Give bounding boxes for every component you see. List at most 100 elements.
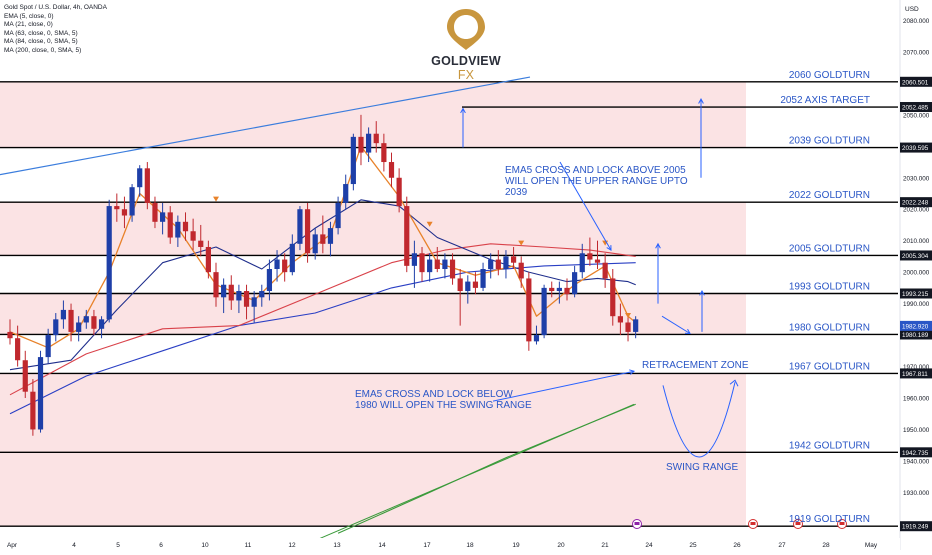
candle[interactable] <box>37 357 44 430</box>
candle[interactable] <box>472 281 479 288</box>
candle[interactable] <box>266 269 273 292</box>
ma63-line[interactable] <box>9 243 636 396</box>
candle[interactable] <box>480 269 486 288</box>
candle[interactable] <box>526 278 532 342</box>
axis-unit-label: USD <box>905 6 919 13</box>
candle[interactable] <box>564 287 570 295</box>
candle[interactable] <box>198 240 204 247</box>
candle[interactable] <box>343 184 349 203</box>
price-axis[interactable] <box>900 0 932 550</box>
candle[interactable] <box>160 212 166 222</box>
candle[interactable] <box>7 331 13 339</box>
swing-range-curve[interactable] <box>662 382 736 458</box>
candle[interactable] <box>610 278 616 317</box>
candle[interactable] <box>587 253 593 260</box>
candle[interactable] <box>68 309 74 332</box>
candle[interactable] <box>358 136 364 153</box>
ema5-above-arrow[interactable] <box>559 161 612 251</box>
candle[interactable] <box>457 278 463 292</box>
candle[interactable] <box>91 316 97 329</box>
candle[interactable] <box>213 272 219 298</box>
candle[interactable] <box>625 322 631 332</box>
candle[interactable] <box>236 291 242 301</box>
candle[interactable] <box>175 221 181 238</box>
candle[interactable] <box>251 297 257 307</box>
candle[interactable] <box>510 256 517 263</box>
candle[interactable] <box>594 259 601 263</box>
ema5-below-arrow[interactable] <box>492 370 635 402</box>
candle[interactable] <box>320 234 326 244</box>
candle[interactable] <box>335 202 341 229</box>
candle[interactable] <box>373 133 379 144</box>
candle[interactable] <box>549 287 555 292</box>
y-tick-label: 2030.000 <box>903 175 930 182</box>
candle[interactable] <box>228 284 234 301</box>
candle[interactable] <box>53 319 59 336</box>
candle[interactable] <box>221 284 227 298</box>
candle[interactable] <box>366 133 372 153</box>
candle[interactable] <box>633 319 639 332</box>
ma200-line[interactable] <box>337 403 636 534</box>
candle[interactable] <box>579 253 585 273</box>
candle[interactable] <box>76 322 82 332</box>
candle[interactable] <box>297 209 303 244</box>
retracement-arrow[interactable] <box>661 315 691 334</box>
candle[interactable] <box>312 234 318 254</box>
candle[interactable] <box>503 256 509 269</box>
candle[interactable] <box>495 259 501 269</box>
candle[interactable] <box>327 228 334 244</box>
candle[interactable] <box>243 291 250 307</box>
candle[interactable] <box>388 162 395 178</box>
candle[interactable] <box>434 259 440 269</box>
candle[interactable] <box>30 391 36 430</box>
candle[interactable] <box>205 246 211 273</box>
candle[interactable] <box>465 281 471 292</box>
candle[interactable] <box>83 316 89 323</box>
candle[interactable] <box>449 259 456 279</box>
candle[interactable] <box>98 319 105 329</box>
candle[interactable] <box>404 206 410 266</box>
level-price-tag <box>900 447 932 458</box>
candle[interactable] <box>190 231 196 241</box>
candle[interactable] <box>396 177 402 207</box>
candle[interactable] <box>137 168 143 188</box>
candle[interactable] <box>427 259 433 273</box>
candle[interactable] <box>129 187 135 216</box>
zone-band <box>0 293 746 335</box>
candle[interactable] <box>617 316 623 323</box>
candle[interactable] <box>304 209 311 254</box>
candle[interactable] <box>114 206 120 210</box>
candle[interactable] <box>518 262 524 279</box>
time-axis[interactable] <box>0 538 900 550</box>
candle[interactable] <box>419 253 425 273</box>
candle[interactable] <box>533 335 540 342</box>
upper-trendline[interactable] <box>0 76 531 176</box>
candle[interactable] <box>144 168 150 203</box>
candle[interactable] <box>282 259 288 273</box>
candle[interactable] <box>411 253 417 266</box>
candle[interactable] <box>556 287 562 292</box>
candle[interactable] <box>602 262 608 279</box>
candle[interactable] <box>381 143 387 163</box>
candle[interactable] <box>182 221 189 232</box>
candle[interactable] <box>152 202 158 222</box>
candle[interactable] <box>15 338 21 361</box>
level-price-label: 1993.215 <box>902 291 929 298</box>
candle[interactable] <box>274 259 280 269</box>
y-tick-label: 1990.000 <box>903 301 930 308</box>
candle[interactable] <box>350 136 356 185</box>
candle[interactable] <box>22 360 28 392</box>
candle[interactable] <box>60 309 67 320</box>
candle[interactable] <box>442 259 448 269</box>
candle[interactable] <box>121 209 128 216</box>
candle[interactable] <box>488 259 494 269</box>
candle[interactable] <box>572 272 578 295</box>
candle[interactable] <box>541 287 547 336</box>
candle[interactable] <box>289 243 295 273</box>
candle[interactable] <box>106 206 112 320</box>
candle[interactable] <box>45 335 51 358</box>
candle[interactable] <box>167 212 173 238</box>
candle[interactable] <box>259 291 265 298</box>
